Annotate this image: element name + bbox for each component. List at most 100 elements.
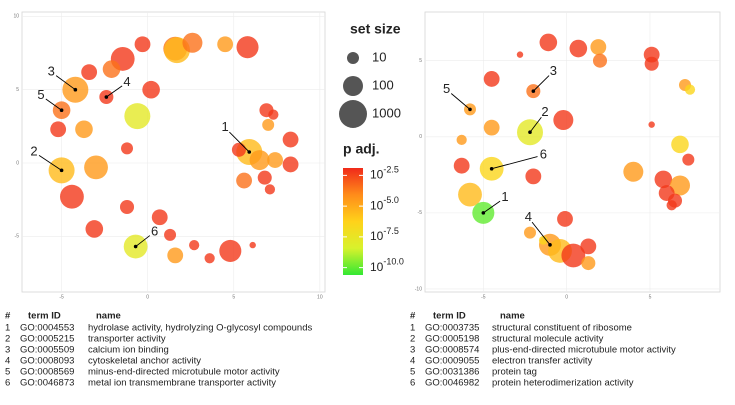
bubble bbox=[142, 80, 160, 99]
size-legend-title: set size bbox=[350, 21, 401, 37]
table-cell: GO:0008093 bbox=[20, 356, 74, 367]
table-cell: 3 bbox=[410, 345, 415, 356]
bubble bbox=[483, 119, 500, 136]
bubble bbox=[249, 241, 256, 249]
y-tick-label: 10 bbox=[13, 14, 19, 20]
table-header: # bbox=[5, 311, 11, 322]
bubble bbox=[623, 161, 644, 182]
bubble bbox=[182, 32, 203, 53]
annotation-leader bbox=[135, 235, 151, 247]
bubble bbox=[134, 36, 151, 53]
size-legend-key bbox=[343, 76, 363, 96]
bubble bbox=[249, 150, 270, 171]
bubble bbox=[456, 134, 467, 145]
bubble bbox=[580, 238, 597, 255]
table-cell: GO:0046873 bbox=[20, 378, 74, 389]
x-tick-label: -5 bbox=[59, 294, 64, 300]
bubble bbox=[525, 168, 542, 185]
x-tick-label: -5 bbox=[481, 294, 486, 300]
color-tick-label: 10-2.5 bbox=[370, 165, 399, 182]
table-cell: 4 bbox=[5, 356, 10, 367]
annotation-label: 5 bbox=[37, 87, 44, 102]
bubble bbox=[257, 170, 272, 185]
bubble bbox=[85, 220, 104, 238]
annotation-label: 6 bbox=[151, 223, 158, 238]
bubble bbox=[231, 142, 246, 157]
table-cell: GO:0005509 bbox=[20, 345, 74, 356]
annotation-dot bbox=[481, 211, 486, 215]
y-tick-label: -5 bbox=[15, 234, 20, 240]
table-cell: GO:0046982 bbox=[425, 378, 479, 389]
color-bar bbox=[343, 168, 363, 275]
bubble bbox=[84, 155, 108, 180]
annotation-label: 1 bbox=[501, 189, 508, 204]
bubble bbox=[538, 235, 548, 245]
bubble bbox=[453, 157, 470, 174]
annotation-label: 2 bbox=[30, 143, 37, 158]
y-tick-label: -10 bbox=[415, 286, 422, 292]
x-tick-label: 0 bbox=[565, 294, 568, 300]
table-cell: cytoskeletal anchor activity bbox=[88, 356, 201, 367]
bubble bbox=[682, 153, 695, 166]
color-tick-label: 10-10.0 bbox=[370, 257, 404, 274]
annotation-leader bbox=[531, 221, 551, 246]
table-cell: 6 bbox=[5, 378, 10, 389]
bubble bbox=[267, 152, 283, 168]
table-cell: 1 bbox=[5, 323, 10, 334]
bubble bbox=[654, 170, 673, 189]
bubble bbox=[684, 84, 696, 95]
size-legend-label: 100 bbox=[372, 77, 394, 92]
bubble bbox=[189, 239, 200, 251]
annotation-leader bbox=[450, 93, 471, 110]
annotation-label: 1 bbox=[222, 119, 229, 134]
bubble bbox=[262, 118, 275, 131]
bubble bbox=[648, 121, 655, 128]
annotation-dot bbox=[489, 166, 494, 171]
annotation-leader bbox=[529, 116, 542, 133]
table-cell: 2 bbox=[410, 334, 415, 345]
bubble bbox=[151, 209, 168, 226]
table-cell: GO:0008569 bbox=[20, 367, 74, 378]
annotation-dot bbox=[468, 107, 472, 112]
table-cell: 3 bbox=[5, 345, 10, 356]
color-tick-label: 10-7.5 bbox=[370, 226, 399, 243]
table-cell: 5 bbox=[5, 367, 10, 378]
annotation-label: 2 bbox=[541, 104, 548, 119]
annotation-dot bbox=[528, 130, 532, 135]
annotation-leader bbox=[45, 98, 62, 111]
bubble bbox=[569, 39, 588, 58]
table-cell: 4 bbox=[410, 356, 415, 367]
annotation-label: 5 bbox=[443, 81, 450, 96]
table-cell: structural constituent of ribosome bbox=[492, 323, 632, 334]
color-legend-title: p adj. bbox=[343, 141, 380, 157]
table-cell: protein tag bbox=[492, 367, 537, 378]
annotation-leader bbox=[229, 131, 250, 153]
annotation-leader bbox=[533, 75, 550, 92]
table-cell: protein heterodimerization activity bbox=[492, 378, 634, 389]
annotation-leader bbox=[55, 75, 76, 91]
annotation-dot bbox=[59, 108, 64, 113]
table-cell: GO:0004553 bbox=[20, 323, 74, 334]
size-legend-label: 10 bbox=[372, 49, 386, 64]
bubble bbox=[236, 36, 259, 59]
table-header: name bbox=[500, 311, 525, 322]
table-cell: plus-end-directed microtubule motor acti… bbox=[492, 345, 676, 356]
bubble bbox=[219, 239, 242, 262]
bubble bbox=[81, 64, 98, 81]
bubble bbox=[60, 184, 84, 209]
annotation-dot bbox=[59, 168, 64, 173]
bubble bbox=[670, 175, 690, 196]
annotation-dot bbox=[133, 244, 138, 249]
table-cell: GO:0008574 bbox=[425, 345, 479, 356]
table-header: name bbox=[96, 311, 121, 322]
bubble bbox=[268, 109, 279, 120]
bubble bbox=[124, 103, 151, 130]
table-cell: hydrolase activity, hydrolyzing O-glycos… bbox=[88, 323, 312, 334]
bubble bbox=[666, 200, 677, 211]
x-tick-label: 5 bbox=[649, 294, 652, 300]
annotation-leader bbox=[38, 154, 62, 171]
table-cell: GO:0009055 bbox=[425, 356, 479, 367]
annotation-dot bbox=[531, 89, 536, 93]
y-tick-label: 0 bbox=[419, 134, 422, 140]
